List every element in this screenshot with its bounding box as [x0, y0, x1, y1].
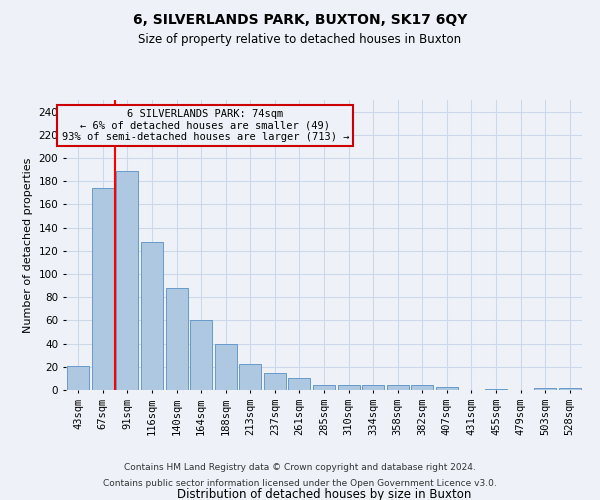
Bar [534, 388, 556, 390]
Y-axis label: Number of detached properties: Number of detached properties [23, 158, 33, 332]
Bar [67, 366, 89, 390]
Bar [411, 386, 433, 390]
Bar [239, 364, 262, 390]
Text: 6 SILVERLANDS PARK: 74sqm
← 6% of detached houses are smaller (49)
93% of semi-d: 6 SILVERLANDS PARK: 74sqm ← 6% of detach… [62, 108, 349, 142]
Text: Size of property relative to detached houses in Buxton: Size of property relative to detached ho… [139, 32, 461, 46]
Bar [92, 188, 114, 390]
Bar [215, 344, 237, 390]
Text: Contains public sector information licensed under the Open Government Licence v3: Contains public sector information licen… [103, 478, 497, 488]
Bar [166, 288, 188, 390]
Bar [141, 242, 163, 390]
Bar [190, 320, 212, 390]
Bar [264, 372, 286, 390]
Bar [313, 386, 335, 390]
Text: Contains HM Land Registry data © Crown copyright and database right 2024.: Contains HM Land Registry data © Crown c… [124, 464, 476, 472]
X-axis label: Distribution of detached houses by size in Buxton: Distribution of detached houses by size … [177, 488, 471, 500]
Bar [362, 386, 384, 390]
Bar [289, 378, 310, 390]
Bar [338, 386, 359, 390]
Bar [559, 388, 581, 390]
Bar [485, 389, 507, 390]
Bar [436, 386, 458, 390]
Bar [386, 386, 409, 390]
Text: 6, SILVERLANDS PARK, BUXTON, SK17 6QY: 6, SILVERLANDS PARK, BUXTON, SK17 6QY [133, 12, 467, 26]
Bar [116, 171, 139, 390]
